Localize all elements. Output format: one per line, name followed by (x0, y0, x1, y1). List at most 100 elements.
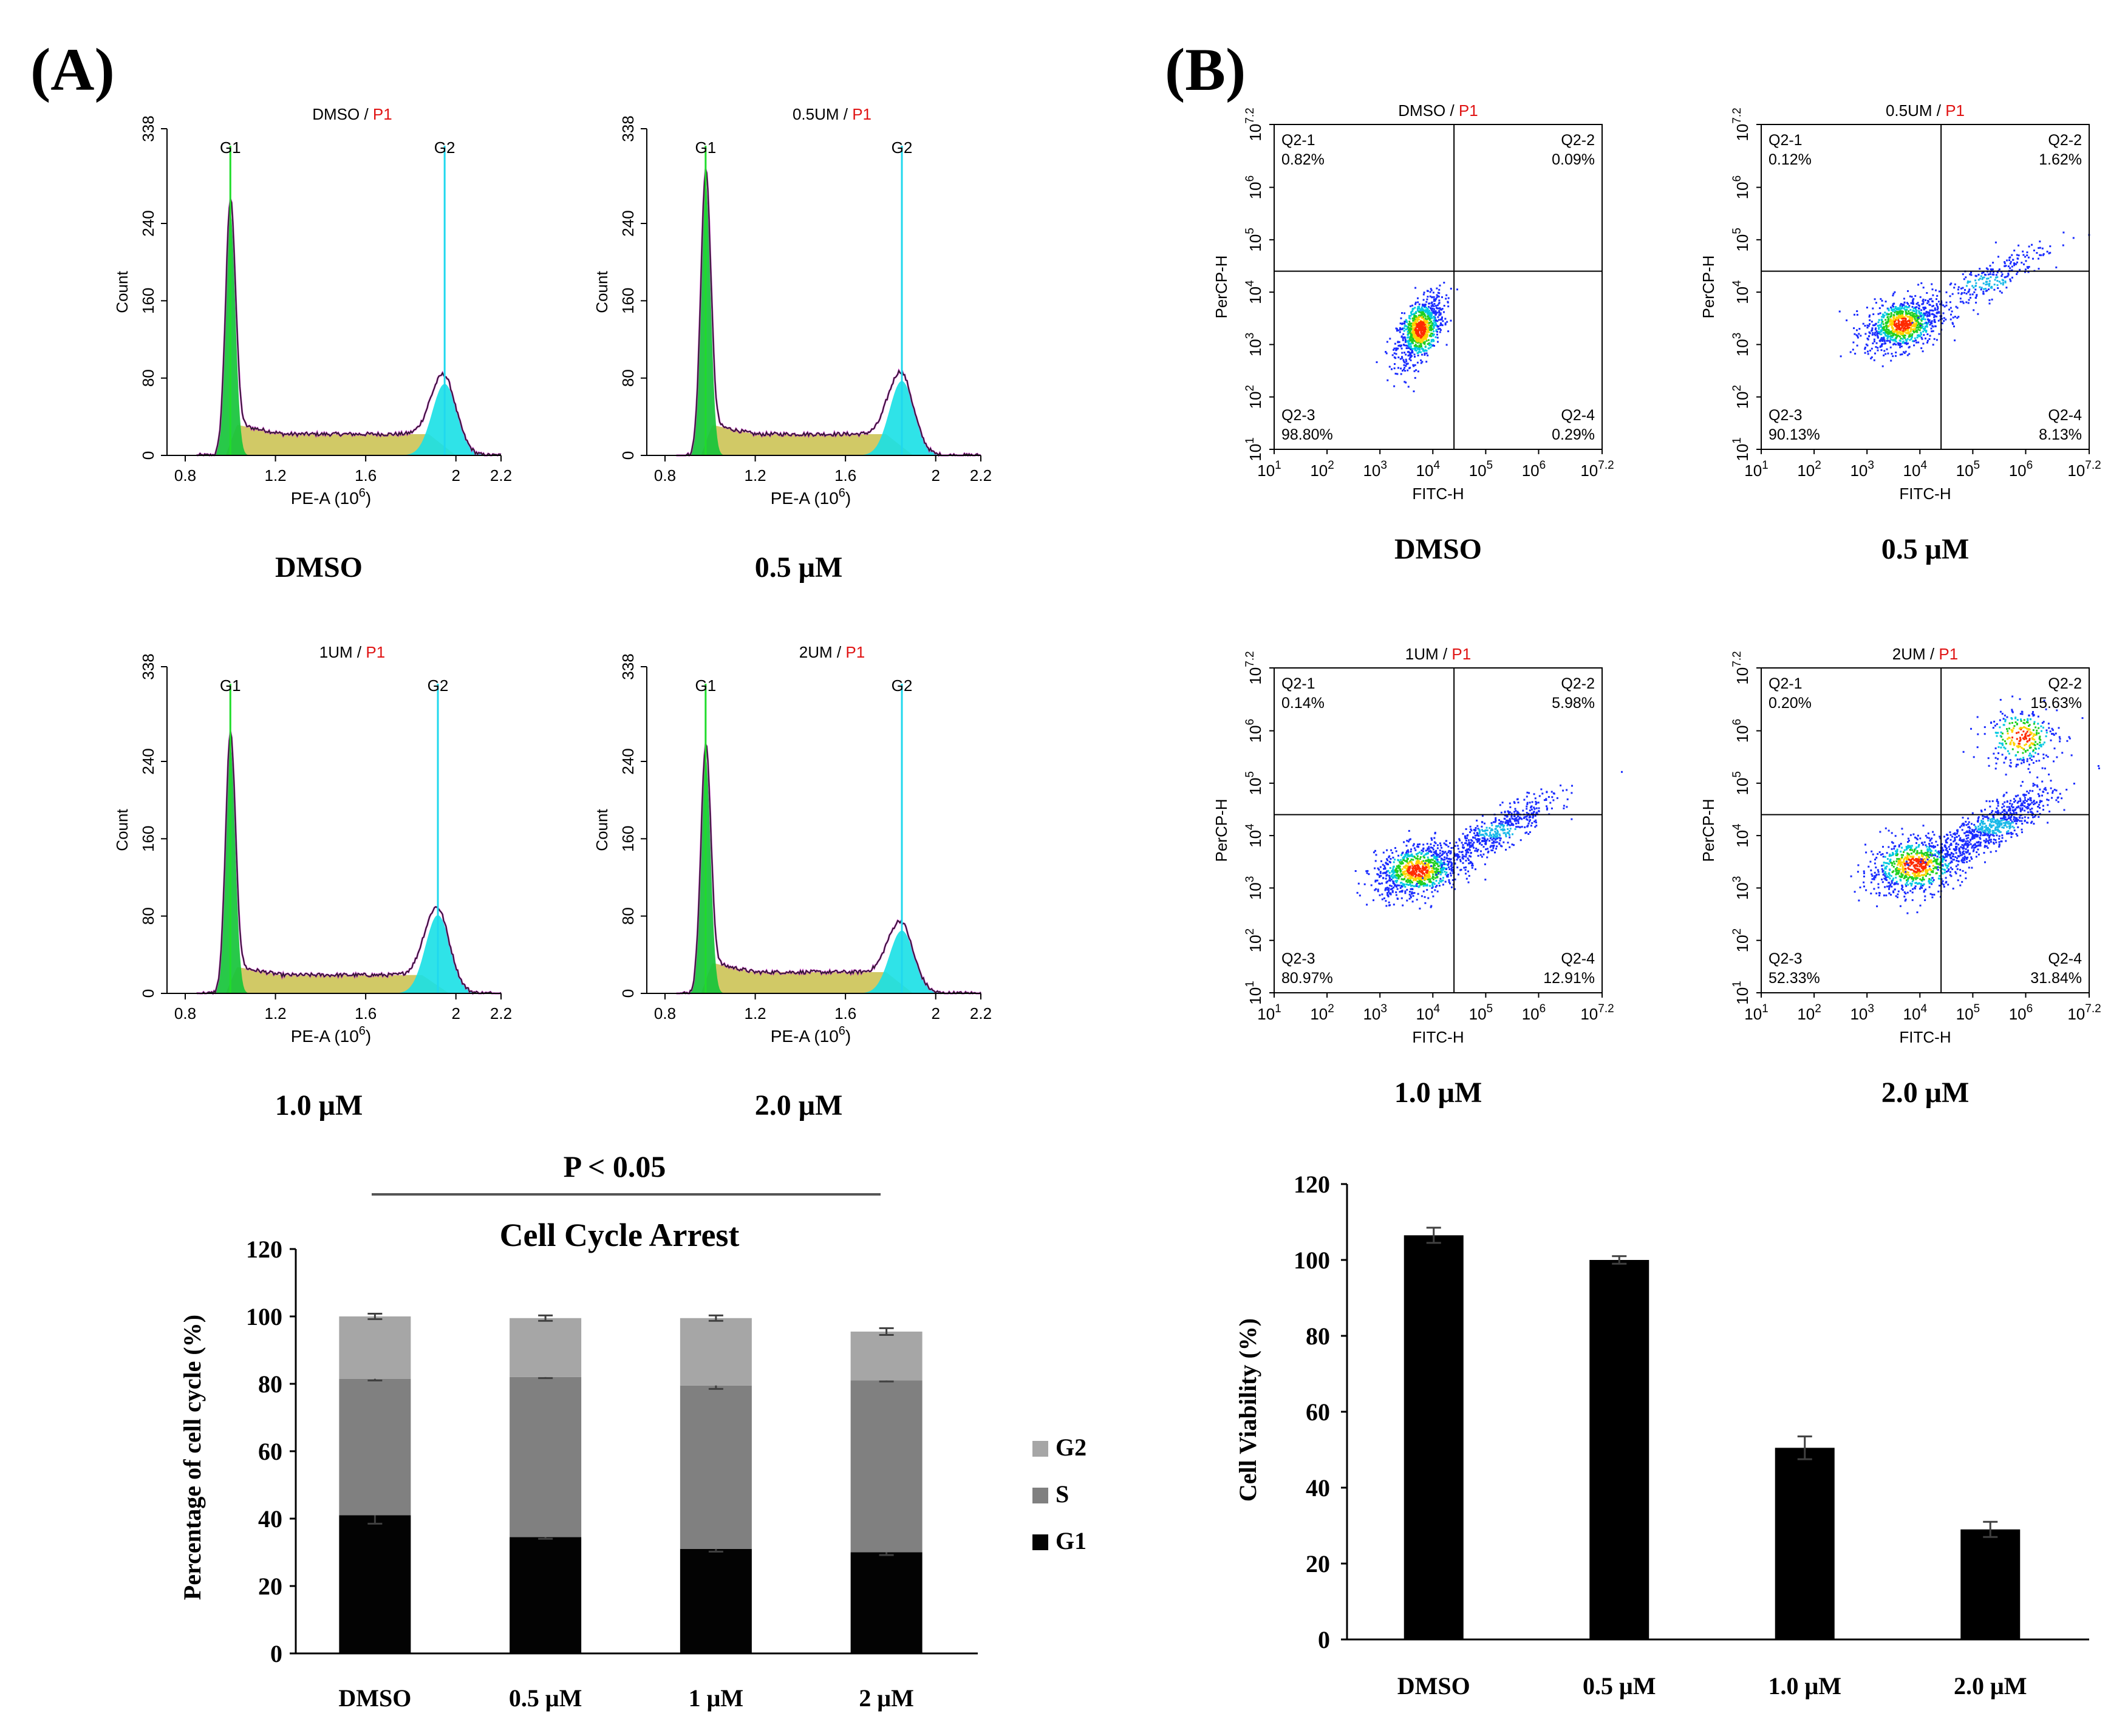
event-dot (1881, 304, 1884, 307)
event-dot (1447, 845, 1450, 848)
event-dot (2002, 809, 2005, 811)
event-dot (1434, 889, 1436, 891)
event-dot (1419, 868, 1422, 870)
event-dot (1895, 352, 1897, 353)
event-dot (1895, 316, 1898, 319)
event-dot (1875, 866, 1877, 869)
event-dot (2008, 257, 2011, 259)
event-dot (1403, 330, 1405, 332)
event-dot (1412, 313, 1414, 316)
event-dot (1903, 858, 1906, 860)
event-dot (1393, 385, 1396, 387)
event-dot (1898, 870, 1900, 872)
event-dot (1900, 888, 1903, 890)
event-dot (1925, 865, 1927, 866)
event-dot (2061, 797, 2063, 800)
event-dot (1942, 304, 1945, 307)
event-dot (1906, 323, 1908, 325)
event-dot (1878, 326, 1880, 328)
event-dot (1507, 819, 1509, 822)
event-dot (1895, 334, 1898, 336)
event-dot (1885, 342, 1887, 344)
event-dot (1445, 874, 1448, 877)
event-dot (1866, 327, 1869, 328)
event-dot (1416, 332, 1418, 334)
event-dot (1974, 285, 1977, 287)
event-dot (1439, 880, 1441, 882)
event-dot (1447, 860, 1449, 862)
event-dot (2049, 251, 2052, 254)
event-dot (1936, 863, 1939, 865)
event-dot (1403, 364, 1405, 366)
event-dot (1892, 877, 1895, 880)
event-dot (1388, 855, 1391, 857)
event-dot (1476, 840, 1479, 842)
event-dot (1409, 343, 1411, 345)
event-dot (2041, 247, 2044, 250)
y-tick-label: 0 (619, 451, 637, 460)
event-dot (1483, 835, 1485, 837)
x-axis-label-close: ) (845, 489, 851, 508)
event-dot (1437, 341, 1439, 343)
event-dot (1945, 877, 1947, 879)
event-dot (1403, 885, 1405, 887)
event-dot (1985, 284, 1987, 286)
event-dot (1496, 829, 1498, 832)
event-dot (1914, 317, 1916, 319)
event-dot (1474, 849, 1476, 852)
event-dot (1426, 843, 1428, 845)
event-dot (1959, 884, 1962, 887)
event-dot (1447, 330, 1450, 333)
event-dot (1870, 869, 1872, 871)
event-dot (1891, 335, 1894, 337)
event-dot (1883, 328, 1885, 330)
event-dot (1439, 868, 1442, 870)
event-dot (1942, 873, 1944, 875)
event-dot (1954, 834, 1956, 836)
event-dot (1919, 870, 1922, 873)
event-dot (1911, 845, 1913, 847)
event-dot (1397, 859, 1399, 861)
event-dot (1903, 330, 1906, 333)
event-dot (1420, 321, 1422, 323)
event-dot (1526, 812, 1528, 814)
event-dot (1985, 840, 1987, 842)
event-dot (1858, 333, 1860, 335)
x-axis-label: PE-A (106) (771, 1024, 851, 1046)
event-dot (1924, 861, 1926, 863)
event-dot (1892, 305, 1894, 308)
event-dot (1926, 873, 1929, 875)
event-dot (1891, 848, 1893, 850)
event-dot (1478, 829, 1481, 831)
event-dot (1879, 312, 1881, 315)
event-dot (1943, 871, 1946, 874)
event-dot (1949, 874, 1951, 876)
event-dot (1926, 849, 1929, 851)
event-dot (1988, 299, 1991, 301)
event-dot (1466, 848, 1468, 851)
event-dot (1414, 301, 1417, 304)
event-dot (2025, 260, 2027, 262)
event-dot (2039, 800, 2041, 802)
event-dot (1891, 330, 1894, 332)
event-dot (1410, 355, 1413, 357)
event-dot (1527, 812, 1530, 815)
event-dot (1413, 892, 1416, 894)
event-dot (1917, 284, 1920, 286)
event-dot (1393, 356, 1396, 358)
event-dot (2038, 247, 2040, 249)
event-dot (1374, 867, 1376, 870)
event-dot (1905, 329, 1907, 332)
event-dot (1475, 839, 1478, 841)
event-dot (1450, 847, 1453, 849)
event-dot (1914, 882, 1917, 884)
event-dot (1966, 840, 1969, 842)
event-dot (1436, 876, 1438, 878)
event-dot (1896, 858, 1898, 860)
event-dot (1476, 834, 1478, 837)
event-dot (1950, 282, 1953, 285)
event-dot (1417, 325, 1419, 327)
event-dot (1406, 850, 1408, 853)
event-dot (1442, 883, 1444, 886)
event-dot (1954, 339, 1956, 342)
